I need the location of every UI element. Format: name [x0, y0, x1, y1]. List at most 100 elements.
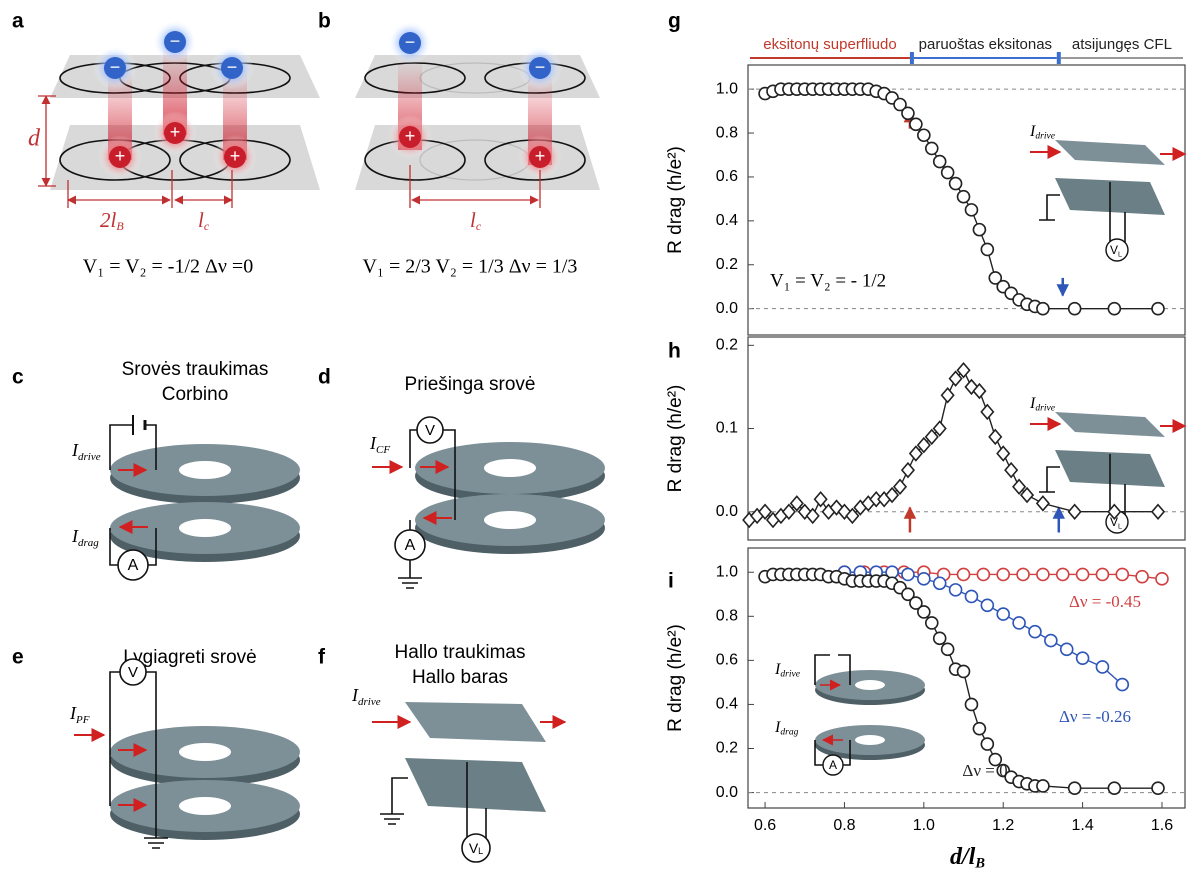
label: d/lB	[950, 844, 985, 873]
y-tick-label: 0.6	[716, 168, 738, 185]
marker	[837, 503, 852, 520]
charge: −	[110, 57, 121, 77]
inset-disk	[855, 680, 885, 690]
marker	[1055, 567, 1070, 582]
marker	[940, 387, 955, 404]
inset-disk	[855, 735, 885, 745]
marker	[1095, 660, 1110, 674]
marker	[1019, 486, 1035, 504]
marker	[1135, 569, 1149, 584]
series-label: Δν = -0.45	[1069, 592, 1141, 611]
marker	[1107, 781, 1122, 795]
diagram-f: Hallo traukimas Hallo baras VL Idrive	[351, 642, 567, 863]
current-label: Idrag	[71, 526, 99, 548]
marker	[1155, 572, 1169, 586]
panel-label: i	[668, 570, 674, 593]
marker	[956, 362, 971, 379]
x-tick-label: 0.8	[833, 817, 855, 834]
marker	[900, 461, 916, 479]
marker	[1095, 567, 1110, 582]
current-label: IPF	[69, 703, 90, 725]
marker	[948, 176, 963, 191]
charge: −	[170, 31, 181, 51]
marker	[932, 631, 947, 646]
plot-frame	[747, 64, 1186, 336]
x-tick-label: 0.6	[754, 817, 776, 834]
marker	[1036, 779, 1050, 793]
y-tick-label: 1.0	[716, 80, 738, 97]
marker	[932, 420, 947, 437]
dim-label: lc	[470, 208, 482, 233]
marker	[980, 242, 995, 257]
marker	[1028, 624, 1042, 639]
marker	[1035, 495, 1050, 512]
marker	[1012, 616, 1026, 630]
panel-label: f	[318, 646, 326, 669]
y-tick-label: 0.0	[716, 503, 738, 520]
marker	[758, 503, 773, 520]
marker	[932, 576, 947, 591]
marker	[805, 507, 820, 525]
meter-label: V	[128, 664, 138, 681]
label: VL	[1110, 243, 1122, 258]
marker	[980, 737, 995, 751]
phase-boundary	[909, 52, 914, 64]
marker	[1107, 503, 1122, 520]
x-tick-label: 1.0	[913, 817, 935, 834]
marker	[964, 203, 979, 217]
marker	[924, 141, 939, 156]
panel-label: d	[318, 366, 331, 389]
series-label: Δν = 0	[962, 761, 1007, 780]
marker	[1067, 301, 1082, 316]
marker	[917, 605, 931, 619]
marker	[956, 664, 971, 679]
y-tick-label: 0.4	[716, 696, 738, 713]
marker	[1150, 503, 1166, 520]
annotation: V₁ = V₂ = - 1/2	[770, 270, 886, 291]
marker	[917, 128, 931, 143]
marker	[988, 271, 1003, 285]
panel-label: b	[318, 10, 331, 33]
disk	[110, 726, 300, 786]
caption: V₁ = V₂ = -1/2 Δν =0	[83, 256, 253, 278]
marker	[940, 642, 955, 657]
disk	[415, 494, 605, 554]
dim-label: lc	[198, 208, 210, 233]
panel-label: g	[668, 10, 681, 33]
meter-label: VL	[469, 840, 483, 857]
inset-meter-label: A	[829, 758, 837, 772]
inset-meter	[1105, 238, 1129, 262]
marker	[916, 436, 931, 454]
label: VL	[1110, 515, 1122, 530]
phase-label: atsijungęs CFL	[1072, 36, 1172, 53]
hall-bar	[405, 702, 546, 742]
phase-label: eksitonų superfliudo	[763, 36, 896, 53]
marker	[1151, 301, 1165, 316]
inset-wire	[1039, 182, 1126, 248]
marker	[988, 752, 1003, 767]
series-line	[748, 369, 1159, 521]
series-label: Δν = -0.26	[1059, 707, 1131, 726]
phase-boundary	[1056, 52, 1061, 64]
inset-wire	[1039, 454, 1126, 520]
meter-label: A	[128, 557, 139, 574]
marker	[1151, 781, 1165, 795]
plot-frame	[747, 336, 1186, 541]
y-tick-label: 0.0	[716, 784, 738, 801]
meter-label: A	[405, 537, 416, 554]
label: Idrive	[1029, 123, 1056, 142]
label: Idrive	[774, 661, 801, 680]
marker	[909, 596, 923, 610]
marker	[1107, 301, 1122, 316]
panel-label: h	[668, 340, 681, 363]
diagram-a: − − − + + + d 2lB lc V₁ = V₂ = -1/2 Δν =…	[28, 20, 320, 278]
diagram-b: − − + + lc V₁ = 2/3 V₂ = 1/3 Δν = 1/3	[355, 21, 600, 278]
marker	[893, 97, 907, 112]
y-tick-label: 0.0	[716, 300, 738, 317]
dim-label: d	[28, 126, 41, 152]
marker	[932, 154, 947, 169]
disk	[110, 780, 300, 840]
y-tick-label: 0.4	[716, 212, 738, 229]
marker	[956, 567, 971, 582]
